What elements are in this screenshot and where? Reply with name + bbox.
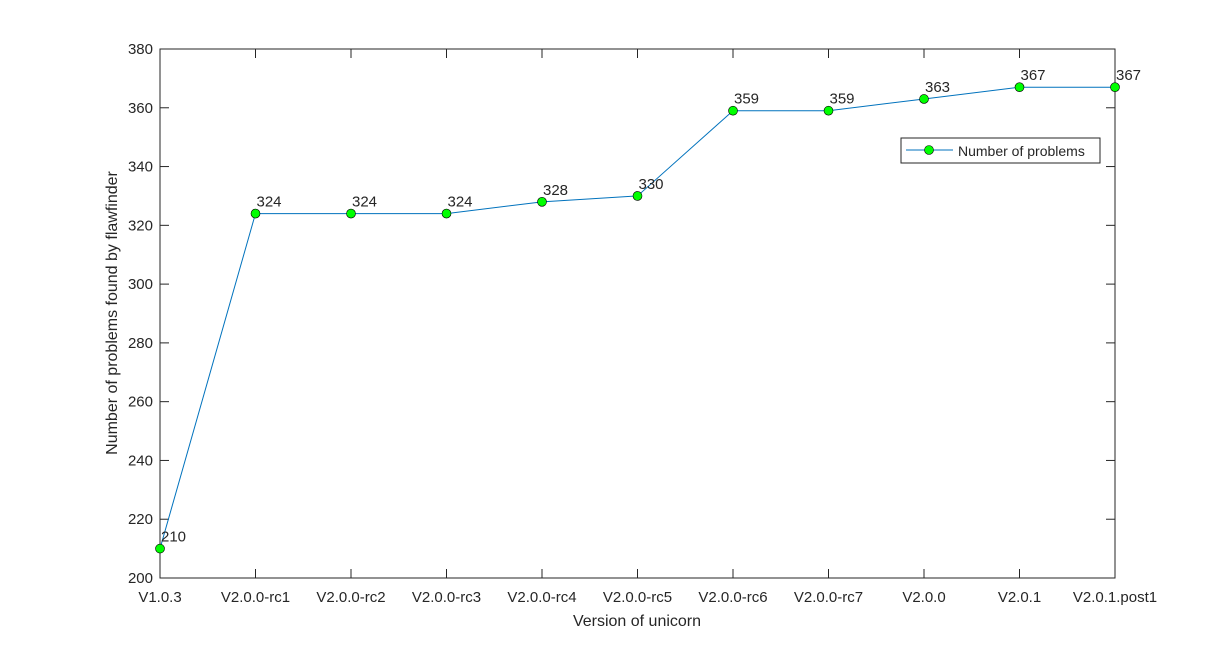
y-axis-label: Number of problems found by flawfinder xyxy=(104,170,121,454)
y-tick-label: 340 xyxy=(128,159,153,176)
data-label: 324 xyxy=(257,194,282,211)
data-point xyxy=(728,105,738,116)
data-point xyxy=(1014,82,1025,93)
legend: Number of problems xyxy=(900,137,1101,164)
x-tick-label: V2.0.1 xyxy=(998,589,1041,606)
y-tick-label: 280 xyxy=(128,335,153,352)
data-labels: 210 324 324 324 328 330 359 359 363 367 367 xyxy=(161,67,1141,545)
legend-marker xyxy=(924,145,934,155)
x-tick-label: V2.0.0-rc7 xyxy=(794,589,863,606)
x-tick-label: V2.0.0 xyxy=(902,589,945,606)
x-tick-label: V1.0.3 xyxy=(138,589,181,606)
x-tick-label: V2.0.0-rc3 xyxy=(412,589,481,606)
data-label: 210 xyxy=(161,529,186,546)
data-point xyxy=(1110,82,1120,93)
x-tick-label: V2.0.0-rc2 xyxy=(316,589,385,606)
x-axis-label: Version of unicorn xyxy=(573,613,701,630)
data-point xyxy=(441,208,452,219)
data-label: 367 xyxy=(1116,67,1141,84)
data-point xyxy=(537,197,547,207)
data-label: 363 xyxy=(925,79,950,96)
data-label: 330 xyxy=(639,176,664,193)
x-axis: V1.0.3 V2.0.0-rc1 V2.0.0-rc2 V2.0.0-rc3 V2.0… xyxy=(138,49,1157,606)
y-tick-label: 220 xyxy=(128,511,153,528)
data-point xyxy=(346,208,356,219)
data-point xyxy=(155,543,165,554)
y-tick-label: 240 xyxy=(128,452,153,469)
x-tick-label: V2.0.0-rc6 xyxy=(698,589,767,606)
data-point xyxy=(632,191,643,201)
y-tick-label: 320 xyxy=(128,217,153,234)
legend-label: Number of problems xyxy=(958,143,1085,159)
data-point xyxy=(919,94,929,104)
x-tick-label: V2.0.0-rc5 xyxy=(603,589,672,606)
data-label: 367 xyxy=(1021,67,1046,84)
x-tick-label: V2.0.0-rc1 xyxy=(221,589,290,606)
data-label: 328 xyxy=(543,182,568,199)
y-tick-label: 360 xyxy=(128,100,153,117)
x-tick-label: V2.0.1.post1 xyxy=(1073,589,1157,606)
markers xyxy=(155,82,1120,554)
x-tick-label: V2.0.0-rc4 xyxy=(507,589,576,606)
data-label: 324 xyxy=(352,194,377,211)
data-label: 359 xyxy=(830,91,855,108)
data-label: 359 xyxy=(734,91,759,108)
plot-area xyxy=(159,48,1116,579)
data-point xyxy=(823,105,834,116)
y-tick-label: 200 xyxy=(128,570,153,587)
y-tick-label: 380 xyxy=(128,41,153,58)
y-tick-label: 260 xyxy=(128,394,153,411)
y-axis: 200 220 240 260 280 300 320 340 360 380 xyxy=(128,41,1115,587)
data-point xyxy=(250,208,261,219)
y-tick-label: 300 xyxy=(128,276,153,293)
data-label: 324 xyxy=(448,194,473,211)
